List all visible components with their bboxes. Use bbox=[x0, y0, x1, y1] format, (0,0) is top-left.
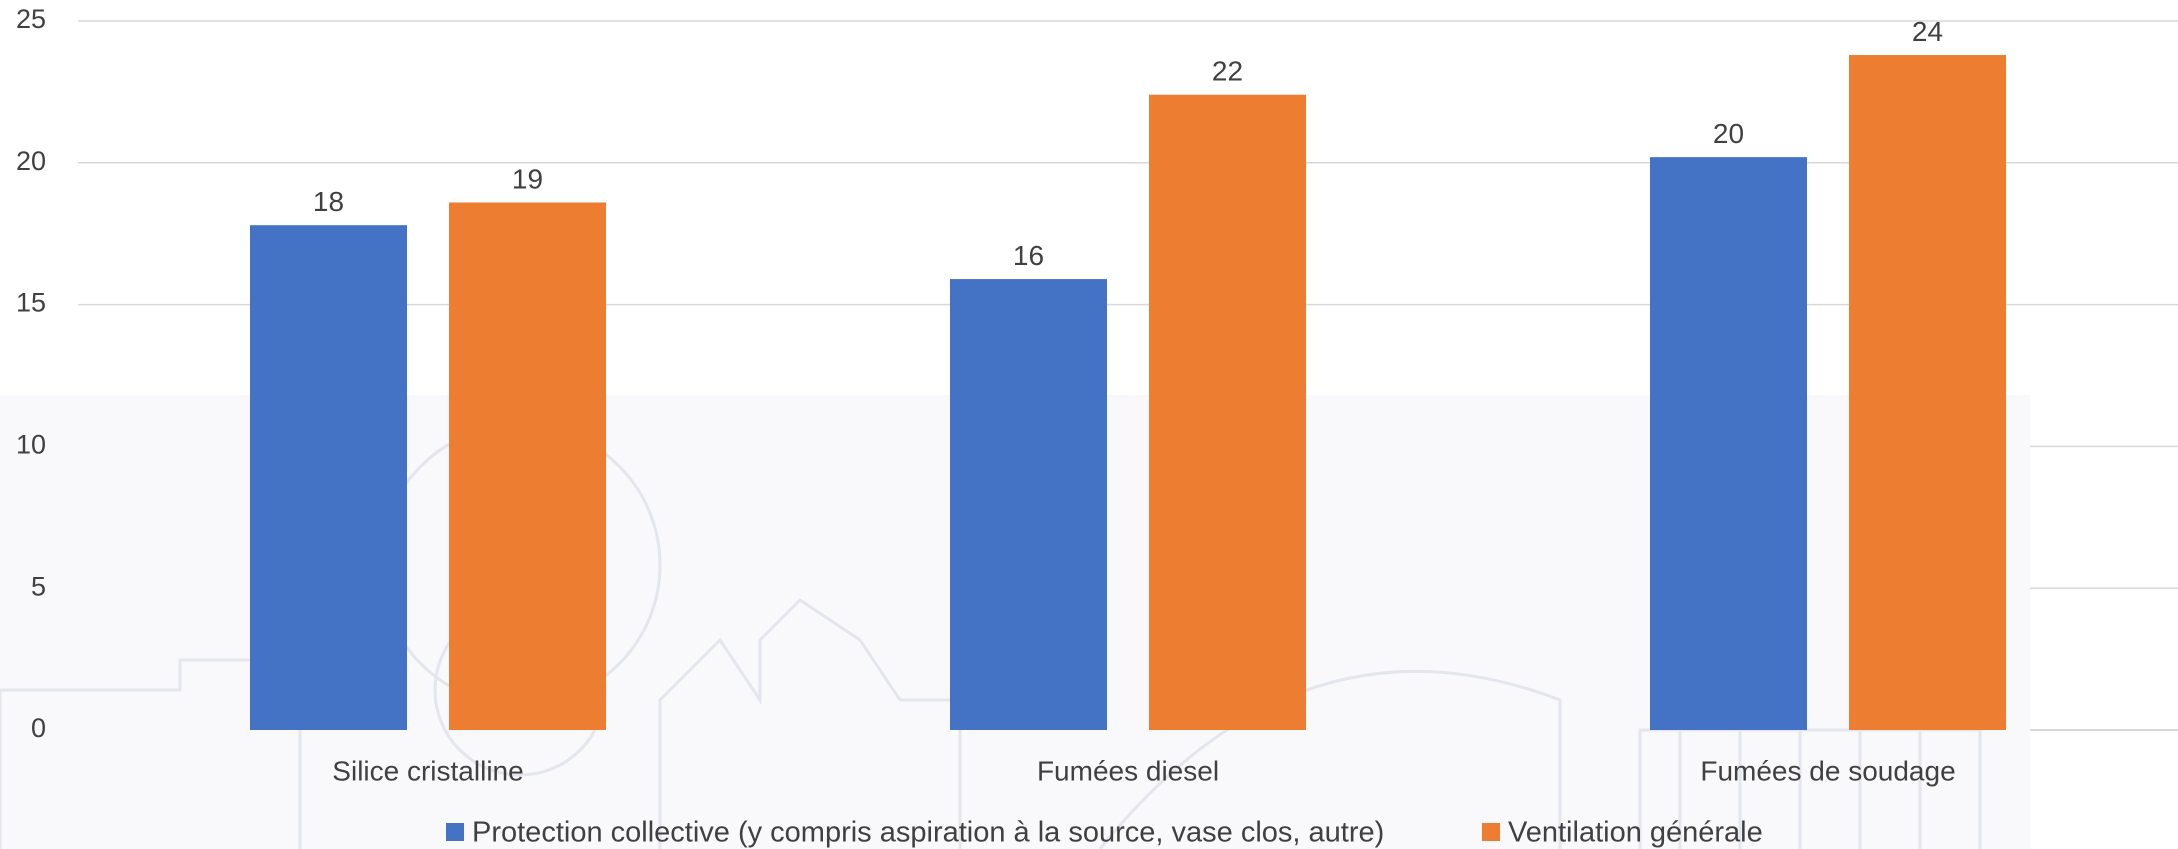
watermark-arch bbox=[1098, 669, 1562, 849]
bars bbox=[250, 55, 2006, 731]
legend-label: Protection collective (y compris aspirat… bbox=[472, 817, 1384, 849]
watermark-building bbox=[658, 598, 962, 849]
y-tick-label: 5 bbox=[31, 571, 46, 601]
bar-protection-collective bbox=[250, 225, 407, 730]
y-tick-label: 20 bbox=[16, 146, 46, 176]
data-label: 19 bbox=[512, 164, 543, 195]
bar-ventilation-generale bbox=[449, 202, 606, 730]
y-tick-label: 15 bbox=[16, 288, 46, 318]
data-label: 18 bbox=[313, 186, 344, 217]
data-labels: 18 19 16 22 20 24 bbox=[313, 16, 1943, 271]
bar-protection-collective bbox=[950, 279, 1107, 730]
y-tick-label: 0 bbox=[31, 713, 46, 743]
data-label: 22 bbox=[1212, 56, 1243, 87]
data-label: 24 bbox=[1912, 16, 1943, 47]
data-label: 20 bbox=[1713, 118, 1744, 149]
legend-label: Ventilation générale bbox=[1508, 817, 1763, 849]
bar-protection-collective bbox=[1650, 157, 1807, 731]
bar-ventilation-generale bbox=[1849, 55, 2006, 731]
category-label: Fumées de soudage bbox=[1700, 755, 1955, 786]
y-axis-ticks: 0 5 10 15 20 25 bbox=[16, 4, 46, 743]
category-label: Silice cristalline bbox=[332, 755, 523, 786]
legend-swatch bbox=[1482, 823, 1500, 841]
y-tick-label: 10 bbox=[16, 430, 46, 460]
bar-ventilation-generale bbox=[1149, 94, 1306, 730]
data-label: 16 bbox=[1013, 240, 1044, 271]
y-tick-label: 25 bbox=[16, 4, 46, 34]
category-label: Fumées diesel bbox=[1037, 755, 1219, 786]
legend: Protection collective (y compris aspirat… bbox=[446, 817, 1763, 849]
watermark-colonnade bbox=[1638, 728, 1982, 849]
x-axis-categories: Silice cristalline Fumées diesel Fumées de… bbox=[332, 755, 1955, 786]
legend-swatch bbox=[446, 823, 464, 841]
